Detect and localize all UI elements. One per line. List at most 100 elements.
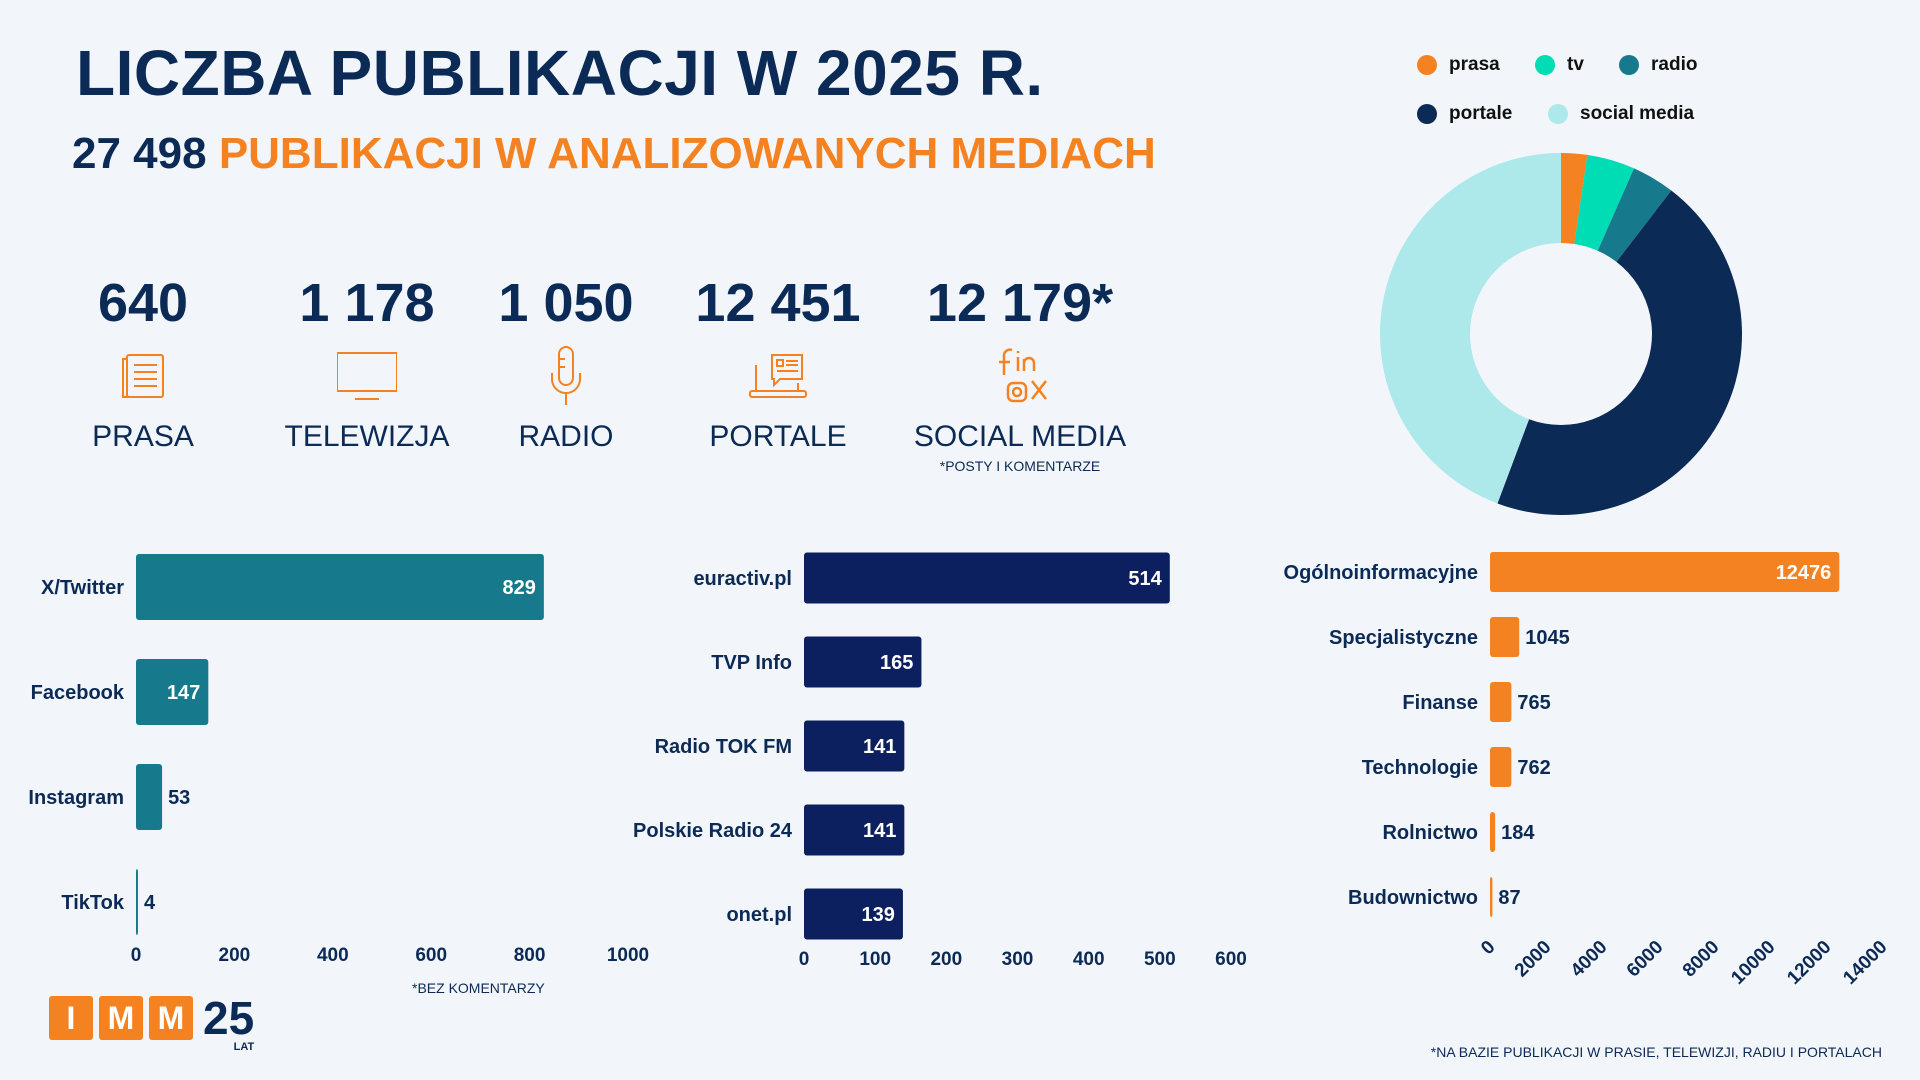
legend-dot [1619, 55, 1639, 75]
tick-label: 14000 [1839, 937, 1891, 989]
legend-dot [1535, 55, 1555, 75]
data-label: 1045 [1525, 627, 1570, 649]
data-label: 141 [863, 736, 896, 758]
logo-years-number: 25 [203, 992, 255, 1044]
bar [1490, 617, 1520, 657]
footnote: *NA BAZIE PUBLIKACJI W PRASIE, TELEWIZJI… [1430, 1044, 1882, 1060]
tick-label: 600 [415, 945, 447, 966]
tick-label: 10000 [1727, 937, 1779, 989]
data-label: 765 [1517, 692, 1550, 714]
legend-radio: radio [1619, 54, 1697, 76]
legend-tv: tv [1535, 54, 1584, 76]
logo-years: 25 LAT [203, 992, 255, 1053]
legend-dot [1417, 55, 1437, 75]
legend-dot [1417, 104, 1437, 124]
category-label: Radio TOK FM [655, 736, 792, 758]
bar [804, 636, 922, 688]
tick-label: 1000 [607, 945, 649, 966]
tick-label: 12000 [1783, 937, 1835, 989]
legend-label: prasa [1449, 54, 1500, 75]
tick-label: 0 [131, 945, 142, 966]
tick-label: 0 [799, 949, 810, 970]
page-title: LICZBA PUBLIKACJI W 2025 R. [76, 37, 1044, 109]
newspaper-icon [122, 354, 164, 398]
page-subtitle: 27 498 PUBLIKACJI W ANALIZOWANYCH MEDIAC… [72, 128, 1156, 180]
stat-value: 12 179* [926, 273, 1114, 333]
tick-label: 400 [1073, 949, 1105, 970]
legend-label: social media [1580, 103, 1695, 124]
data-label: 139 [862, 904, 895, 926]
category-label: Finanse [1402, 692, 1478, 714]
donut-slice-tv [1574, 154, 1635, 251]
stat-value: 12 451 [695, 273, 861, 333]
bar [1490, 812, 1496, 852]
donut-slice-radio [1597, 168, 1672, 262]
category-label: Budownictwo [1348, 887, 1478, 909]
tick-label: 4000 [1567, 937, 1612, 982]
stat-label: RADIO [518, 420, 614, 453]
tick-label: 800 [514, 945, 546, 966]
legend-prasa: prasa [1417, 54, 1500, 76]
data-label: 829 [502, 577, 535, 599]
social-media-icon [999, 348, 1047, 403]
bar [136, 554, 544, 620]
tick-label: 500 [1144, 949, 1176, 970]
total-count: 27 498 [72, 129, 207, 178]
stat-value: 1 178 [299, 273, 435, 333]
bar [136, 659, 209, 725]
bar [804, 720, 905, 772]
logo-years-suffix: LAT [233, 1041, 255, 1053]
tick-label: 300 [1002, 949, 1034, 970]
stat-label: TELEWIZJA [284, 420, 450, 453]
tick-label: 400 [317, 945, 349, 966]
legend-social-media: social media [1548, 103, 1694, 125]
data-label: 4 [144, 892, 156, 914]
tick-label: 0 [1477, 937, 1499, 959]
bar [1490, 877, 1493, 917]
data-label: 87 [1498, 887, 1520, 909]
category-label: Facebook [31, 682, 125, 704]
logo-letter: M [99, 996, 143, 1040]
data-label: 147 [167, 682, 200, 704]
data-label: 53 [168, 787, 190, 809]
data-label: 184 [1501, 822, 1535, 844]
stat-note: *POSTY I KOMENTARZE [939, 458, 1101, 474]
bar [136, 869, 138, 935]
category-label: Polskie Radio 24 [633, 820, 793, 842]
tick-label: 200 [219, 945, 251, 966]
category-label: TikTok [61, 892, 124, 914]
bar [804, 888, 903, 940]
laptop-news-icon [749, 354, 807, 398]
category-label: Instagram [28, 787, 124, 809]
category-label: Rolnictwo [1382, 822, 1478, 844]
bar [804, 804, 905, 856]
data-label: 165 [880, 652, 913, 674]
stat-value: 1 050 [498, 273, 634, 333]
tick-label: 2000 [1511, 937, 1556, 982]
social-note: *BEZ KOMENTARZY [412, 980, 545, 996]
data-label: 762 [1517, 757, 1550, 779]
donut-slice-portale [1497, 190, 1742, 515]
category-label: X/Twitter [41, 577, 124, 599]
tick-label: 200 [930, 949, 962, 970]
tv-icon [337, 352, 397, 400]
category-label: Ogólnoinformacyjne [1284, 562, 1478, 584]
microphone-icon [551, 346, 581, 405]
stat-label: PRASA [92, 420, 194, 453]
legend-dot [1548, 104, 1568, 124]
stat-value: 640 [97, 273, 189, 333]
legend-label: tv [1567, 54, 1584, 75]
logo-letter: I [49, 996, 93, 1040]
imm-logo: I M M 25 LAT [49, 992, 255, 1053]
bar [1490, 682, 1512, 722]
data-label: 514 [1128, 568, 1162, 590]
bar [136, 764, 163, 830]
stat-label: SOCIAL MEDIA [913, 420, 1127, 453]
tick-label: 6000 [1623, 937, 1668, 982]
bar [804, 552, 1170, 604]
category-label: TVP Info [711, 652, 792, 674]
category-label: euractiv.pl [693, 568, 792, 590]
category-label: Technologie [1362, 757, 1478, 779]
legend-label: portale [1449, 103, 1513, 124]
data-label: 141 [863, 820, 896, 842]
